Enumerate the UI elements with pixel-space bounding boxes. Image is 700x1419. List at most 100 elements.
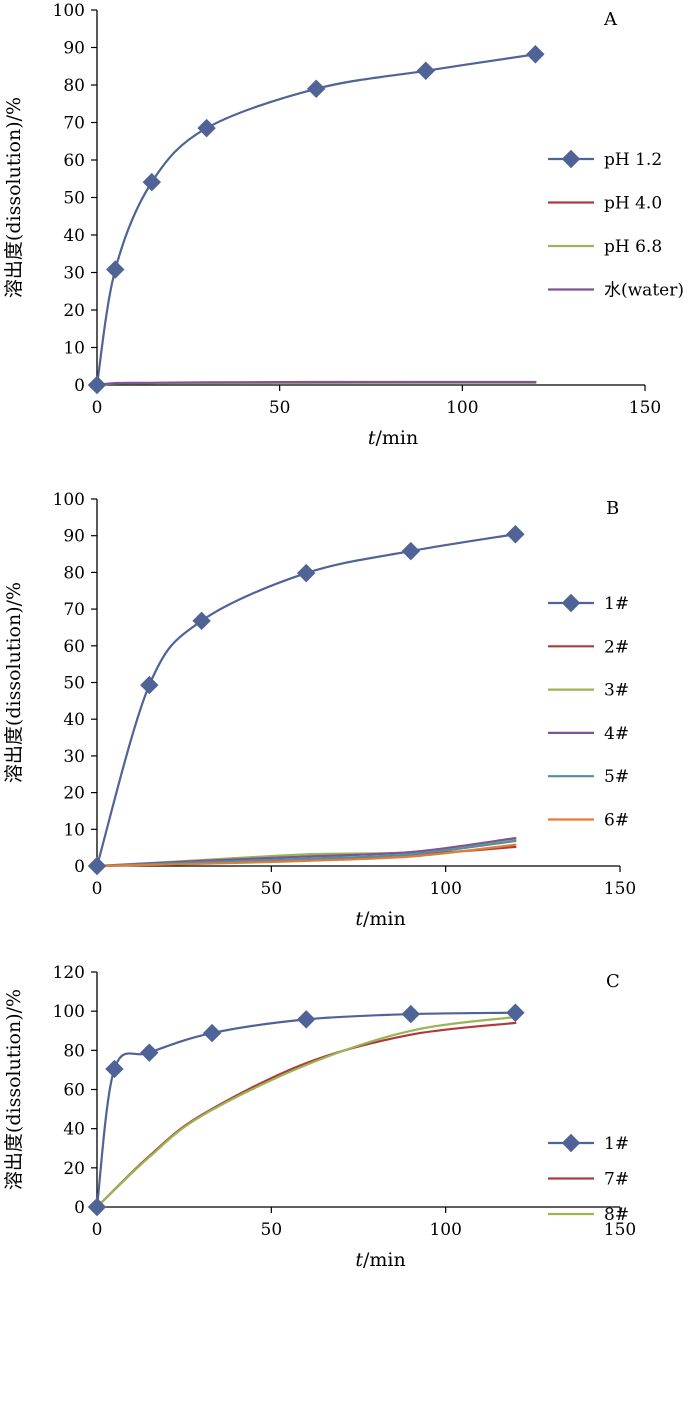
x-axis-title: t/min xyxy=(355,908,405,930)
data-point xyxy=(140,1043,159,1062)
y-tick-label: 0 xyxy=(74,1198,85,1218)
data-point xyxy=(506,525,525,544)
legend-item: 8# xyxy=(548,1205,629,1225)
y-tick-label: 40 xyxy=(63,226,85,246)
y-tick-label: 0 xyxy=(74,376,85,396)
legend-swatch-marker xyxy=(561,1133,581,1153)
data-point xyxy=(202,1023,222,1043)
legend-label: 5# xyxy=(604,767,629,787)
x-tick-label: 0 xyxy=(92,398,103,418)
data-point xyxy=(401,541,421,561)
x-axis-title-variable: t xyxy=(368,427,376,449)
y-tick-label: 100 xyxy=(53,1,85,21)
data-point xyxy=(306,79,326,98)
legend-label: 水(water) xyxy=(604,281,684,301)
data-point xyxy=(106,260,125,279)
x-tick-label: 50 xyxy=(261,1220,283,1240)
chart-panel-b: 0 10 20 30 40 50 60 70 80 90 100 0 50 100 150 t/min 溶出度(… xyxy=(3,490,636,930)
legend-item: 7# xyxy=(548,1170,629,1190)
data-point xyxy=(526,45,545,64)
x-tick-label: 150 xyxy=(629,398,661,418)
y-tick-label: 100 xyxy=(53,490,85,510)
x-axis-title-unit: /min xyxy=(363,908,406,930)
legend-item: 水(water) xyxy=(548,281,684,301)
data-point xyxy=(192,611,211,631)
y-axis-title: 溶出度(dissolution)/% xyxy=(3,97,25,298)
y-tick-label: 50 xyxy=(63,674,85,694)
data-point xyxy=(197,118,216,138)
legend-swatch-marker xyxy=(561,593,581,613)
y-tick-label: 90 xyxy=(63,39,85,59)
x-tick-label: 100 xyxy=(446,398,478,418)
series-line-1 xyxy=(95,1011,517,1209)
x-axis-title-unit: /min xyxy=(363,1249,406,1271)
y-tick-label: 70 xyxy=(63,600,85,620)
y-tick-label: 70 xyxy=(63,114,85,134)
y-tick-label: 20 xyxy=(63,301,85,321)
y-tick-label: 30 xyxy=(63,747,85,767)
legend-label: pH 6.8 xyxy=(604,237,662,257)
data-point xyxy=(87,1197,107,1217)
series-line-water xyxy=(95,380,537,387)
x-tick-label: 0 xyxy=(92,879,103,899)
legend-label: 2# xyxy=(604,637,629,657)
legend-label: 7# xyxy=(604,1170,629,1190)
legend-label: 8# xyxy=(604,1205,629,1225)
y-tick-label: 10 xyxy=(63,339,85,359)
data-point xyxy=(296,1010,316,1029)
legend-item: 3# xyxy=(548,681,629,701)
x-axis-title-variable: t xyxy=(355,908,363,930)
legend-item: 6# xyxy=(548,811,629,831)
data-point xyxy=(105,1059,124,1079)
legend-item: pH 6.8 xyxy=(548,237,662,257)
y-tick-label: 60 xyxy=(63,1081,85,1101)
y-tick-label: 20 xyxy=(63,1159,85,1179)
y-tick-label: 100 xyxy=(53,1002,85,1022)
legend-swatch-marker xyxy=(561,149,581,169)
series-line-7 xyxy=(95,1021,517,1209)
y-tick-label: 80 xyxy=(63,76,85,96)
y-tick-label: 20 xyxy=(63,784,85,804)
panel-letter: A xyxy=(603,9,618,30)
y-tick-label: 30 xyxy=(63,264,85,284)
legend-item: 5# xyxy=(548,767,629,787)
legend-item: 4# xyxy=(548,724,629,744)
legend-item: 1# xyxy=(548,1133,629,1154)
series-line-1 xyxy=(95,533,517,868)
chart-panel-c: 0 20 40 60 80 100 120 0 50 100 150 t/min 溶出度(dissolu… xyxy=(3,963,636,1271)
x-axis-title-variable: t xyxy=(355,1249,363,1271)
y-tick-label: 80 xyxy=(63,1041,85,1061)
y-tick-label: 60 xyxy=(63,151,85,171)
y-tick-label: 80 xyxy=(63,563,85,583)
y-tick-label: 0 xyxy=(74,857,85,877)
x-axis-title-unit: /min xyxy=(375,427,418,449)
legend-label: 4# xyxy=(604,724,629,744)
y-tick-label: 40 xyxy=(63,1120,85,1140)
x-tick-label: 50 xyxy=(261,879,283,899)
legend-label: 3# xyxy=(604,681,629,701)
legend-item: 2# xyxy=(548,637,629,657)
legend-label: 1# xyxy=(604,1134,629,1154)
series-line-6 xyxy=(95,843,517,868)
y-tick-label: 90 xyxy=(63,527,85,547)
data-point xyxy=(87,856,107,876)
legend-label: pH 4.0 xyxy=(604,194,662,214)
x-tick-label: 150 xyxy=(604,1220,636,1240)
data-point xyxy=(401,1004,421,1024)
x-tick-label: 50 xyxy=(269,398,291,418)
data-point xyxy=(506,1003,525,1022)
legend-label: 1# xyxy=(604,594,629,614)
x-tick-label: 100 xyxy=(429,1220,461,1240)
legend-item: pH 1.2 xyxy=(548,149,662,170)
y-tick-label: 40 xyxy=(63,710,85,730)
panel-letter: B xyxy=(606,498,619,519)
data-point xyxy=(142,172,162,192)
y-tick-label: 120 xyxy=(53,963,85,983)
series-line-ph12 xyxy=(95,53,537,387)
x-tick-label: 100 xyxy=(429,879,461,899)
chart-panel-a: 0 10 20 30 40 50 60 70 80 90 100 0 50 100 150 t/min 溶出度(… xyxy=(3,1,684,449)
data-point xyxy=(296,563,316,583)
panel-letter: C xyxy=(606,971,620,992)
y-axis-title: 溶出度(dissolution)/% xyxy=(3,582,25,783)
